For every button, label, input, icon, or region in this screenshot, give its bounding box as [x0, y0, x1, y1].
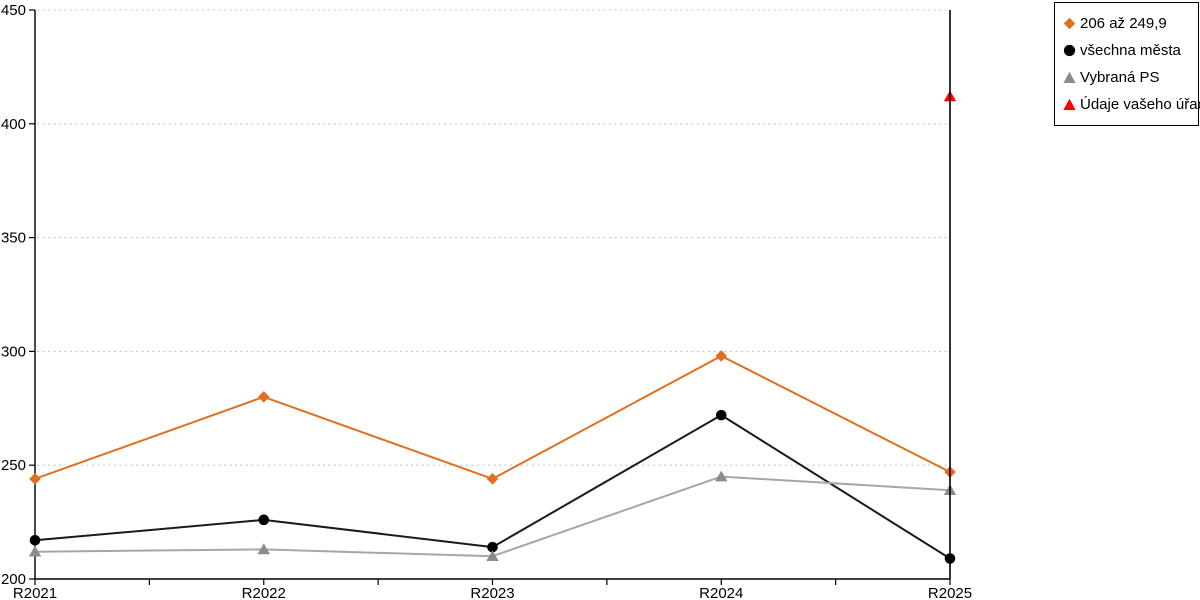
data-point-s2-R2024 [715, 470, 728, 482]
x-tick-label-R2023: R2023 [470, 585, 514, 600]
triangle-marker-icon [1063, 71, 1076, 83]
diamond-marker-icon [1063, 17, 1076, 30]
y-tick-label-350: 350 [1, 230, 26, 247]
legend-marker-shape [1063, 71, 1076, 83]
legend-item-range: 206 až 249,9 [1063, 15, 1198, 32]
legend-marker-shape [1063, 98, 1076, 110]
circle-marker-icon [1063, 44, 1076, 57]
legend-item-all-cities: všechna města [1063, 42, 1198, 59]
x-tick-label-R2024: R2024 [699, 585, 743, 600]
legend-marker-shape [1063, 17, 1076, 30]
legend-item-selected-ps: Vybraná PS [1063, 69, 1198, 86]
series-line-0 [34, 354, 951, 480]
y-tick-label-400: 400 [1, 116, 26, 133]
triangle-marker-icon [1063, 98, 1076, 110]
legend: 206 až 249,9 všechna města Vybraná PS Úd… [1054, 2, 1200, 126]
y-tick-label-250: 250 [1, 457, 26, 474]
data-point-s2-R2022 [257, 543, 270, 555]
y-tick-label-300: 300 [1, 343, 26, 360]
legend-label: Vybraná PS [1080, 69, 1160, 86]
data-point-s1-R2023 [487, 541, 498, 553]
data-point-s0-R2021 [29, 473, 41, 485]
x-tick-label-R2021: R2021 [13, 585, 57, 600]
legend-label: všechna města [1080, 42, 1181, 59]
data-point-s0-R2022 [257, 391, 270, 403]
x-tick-label-R2022: R2022 [242, 585, 286, 600]
data-point-s0-R2024 [715, 350, 728, 362]
legend-item-your-office: Údaje vašeho úřadu [1063, 96, 1200, 113]
y-tick-label-200: 200 [1, 571, 26, 588]
data-point-s1-R2022 [258, 514, 270, 526]
data-point-s0-R2023 [486, 473, 499, 485]
data-point-s1-R2024 [715, 409, 727, 421]
data-point-s1-R2021 [29, 535, 41, 546]
x-tick-label-R2025: R2025 [928, 585, 972, 600]
legend-label: Údaje vašeho úřadu [1080, 96, 1200, 113]
legend-label: 206 až 249,9 [1080, 15, 1167, 32]
legend-marker-shape [1063, 44, 1076, 57]
series-line-1 [34, 414, 951, 560]
y-tick-label-450: 450 [1, 2, 26, 19]
data-point-s2-R2021 [28, 545, 42, 557]
data-point-s2-R2023 [486, 550, 499, 562]
